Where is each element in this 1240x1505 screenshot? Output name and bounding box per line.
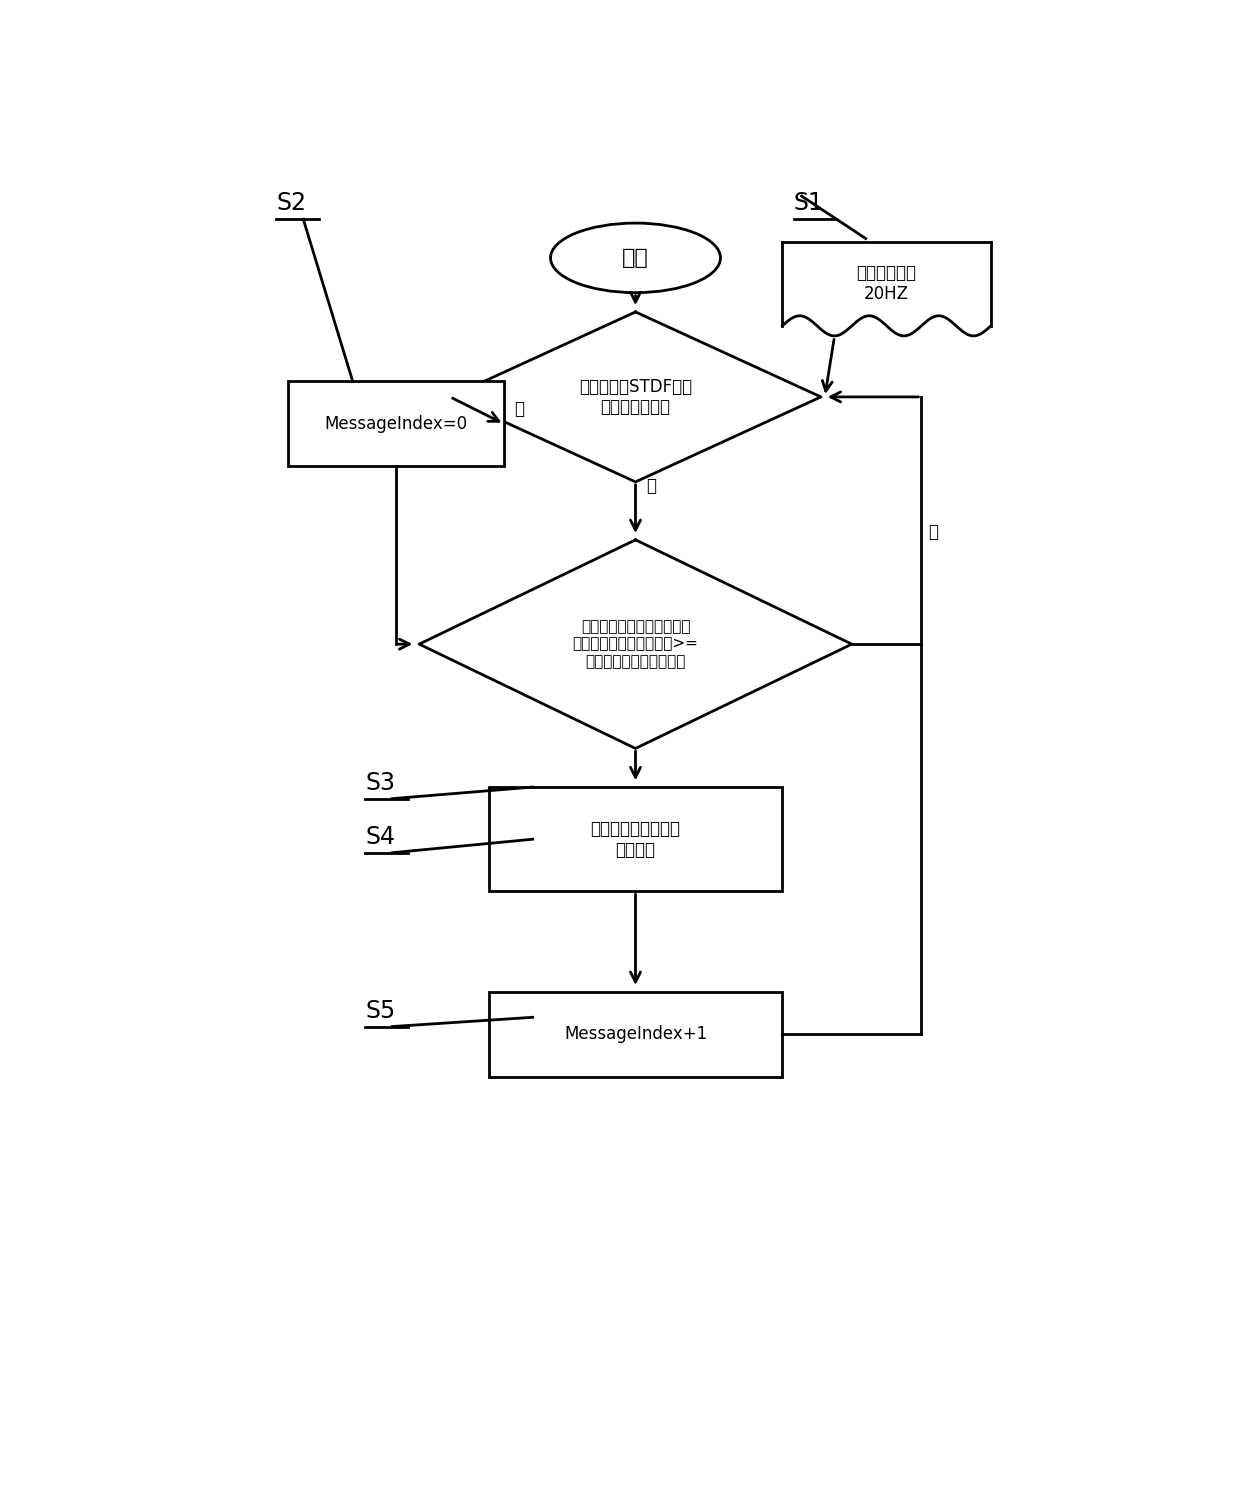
Text: 当前解析的STDF文件
是否为最新文件: 当前解析的STDF文件 是否为最新文件 — [579, 378, 692, 417]
Ellipse shape — [551, 223, 720, 292]
Text: 启动: 启动 — [622, 248, 649, 268]
Text: S1: S1 — [794, 191, 823, 215]
Text: S4: S4 — [365, 825, 396, 849]
Text: S5: S5 — [365, 999, 396, 1023]
Text: MessageIndex+1: MessageIndex+1 — [564, 1025, 707, 1043]
Polygon shape — [419, 540, 852, 748]
Text: 截取单词采样数据，
打包发送: 截取单词采样数据， 打包发送 — [590, 820, 681, 859]
Text: S2: S2 — [277, 191, 306, 215]
Bar — [489, 787, 782, 891]
Polygon shape — [450, 312, 821, 482]
Text: S3: S3 — [365, 771, 396, 795]
Text: MessageIndex=0: MessageIndex=0 — [325, 415, 467, 433]
Text: 否: 否 — [646, 477, 656, 495]
Text: 否: 否 — [928, 524, 937, 542]
Text: 较上次采集数据是否有新的
数据产生，且新数据是否>=
单次采集数据最大设定值: 较上次采集数据是否有新的 数据产生，且新数据是否>= 单次采集数据最大设定值 — [573, 619, 698, 670]
Bar — [288, 381, 505, 467]
Text: 是: 是 — [515, 399, 525, 417]
Text: 循环频率设定
20HZ: 循环频率设定 20HZ — [857, 263, 916, 303]
Bar — [489, 992, 782, 1076]
